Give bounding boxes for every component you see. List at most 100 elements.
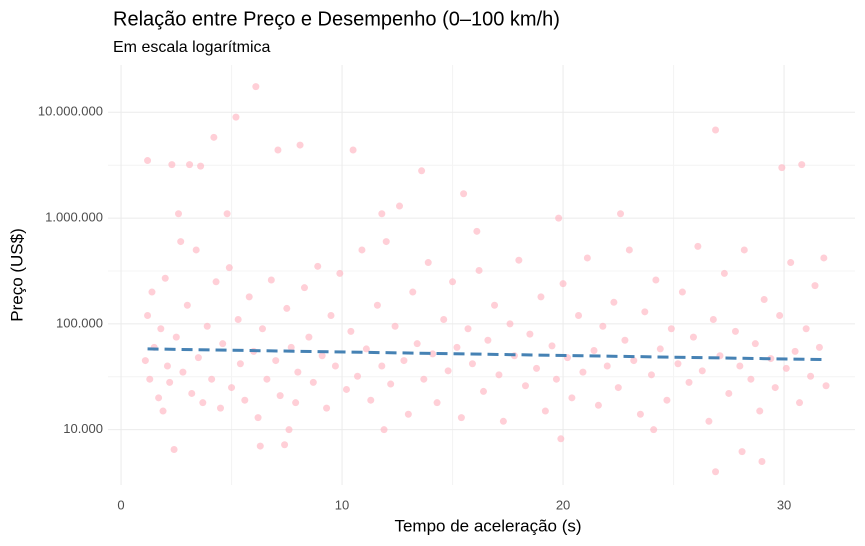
- point: [614, 384, 622, 392]
- point: [314, 262, 322, 270]
- point: [274, 146, 282, 154]
- point: [210, 133, 218, 141]
- y-tick-label: 10.000.000: [38, 104, 103, 119]
- point: [521, 382, 529, 390]
- point: [409, 288, 417, 296]
- point: [331, 362, 339, 370]
- y-tick-label: 1.000.000: [45, 210, 103, 225]
- point: [674, 360, 682, 368]
- point: [689, 333, 697, 341]
- point: [208, 375, 216, 383]
- point: [342, 385, 350, 393]
- point: [245, 293, 253, 301]
- point: [192, 246, 200, 254]
- point: [186, 161, 194, 169]
- point: [382, 238, 390, 246]
- point: [776, 312, 784, 320]
- point: [349, 146, 357, 154]
- point: [166, 378, 174, 386]
- y-tick-label: 10.000: [63, 421, 103, 436]
- point: [387, 380, 395, 388]
- point: [621, 336, 629, 344]
- point: [449, 278, 457, 286]
- point: [533, 364, 541, 372]
- point: [241, 396, 249, 404]
- point: [354, 372, 362, 380]
- point: [685, 378, 693, 386]
- point: [559, 280, 567, 288]
- x-axis-title: Tempo de aceleração (s): [394, 516, 581, 535]
- point: [281, 441, 289, 449]
- point: [327, 312, 335, 320]
- point: [172, 333, 180, 341]
- point: [216, 404, 224, 412]
- point: [404, 410, 412, 418]
- point: [424, 259, 432, 267]
- point: [263, 375, 271, 383]
- point: [747, 375, 755, 383]
- point: [252, 83, 260, 91]
- point: [161, 274, 169, 282]
- point: [491, 301, 499, 309]
- point: [568, 394, 576, 402]
- point: [203, 322, 211, 330]
- point: [506, 320, 514, 328]
- point: [347, 327, 355, 335]
- point: [228, 384, 236, 392]
- point: [194, 354, 202, 362]
- point: [484, 336, 492, 344]
- point: [820, 254, 828, 262]
- point: [464, 325, 472, 333]
- point: [740, 246, 748, 254]
- point: [254, 414, 262, 422]
- point: [323, 404, 331, 412]
- point: [751, 340, 759, 348]
- point: [188, 389, 196, 397]
- point: [223, 210, 231, 218]
- point: [440, 316, 448, 324]
- chart-title: Relação entre Preço e Desempenho (0–100 …: [113, 8, 560, 30]
- y-axis-title: Preço (US$): [7, 228, 26, 322]
- point: [367, 396, 375, 404]
- point: [287, 343, 295, 351]
- point: [413, 340, 421, 348]
- point: [610, 298, 618, 306]
- point: [197, 162, 205, 170]
- point: [663, 396, 671, 404]
- point: [309, 378, 317, 386]
- x-tick-label: 30: [777, 497, 791, 512]
- point: [296, 141, 304, 149]
- point: [378, 362, 386, 370]
- point: [760, 296, 768, 304]
- point: [219, 340, 227, 348]
- point: [429, 350, 437, 358]
- point: [526, 330, 534, 338]
- point: [499, 417, 507, 425]
- point: [771, 384, 779, 392]
- point: [767, 355, 775, 363]
- point: [473, 227, 481, 235]
- point: [725, 389, 733, 397]
- point: [457, 414, 465, 422]
- chart-subtitle: Em escala logarítmica: [113, 39, 270, 56]
- point: [650, 426, 658, 434]
- point: [694, 242, 702, 250]
- point: [468, 360, 476, 368]
- point: [495, 371, 503, 379]
- point: [625, 246, 633, 254]
- point: [163, 362, 171, 370]
- point: [305, 333, 313, 341]
- point: [183, 301, 191, 309]
- point: [603, 362, 611, 370]
- point: [358, 246, 366, 254]
- point: [418, 167, 426, 175]
- point: [300, 284, 308, 292]
- point: [647, 371, 655, 379]
- point: [283, 304, 291, 312]
- point: [822, 382, 830, 390]
- point: [796, 399, 804, 407]
- point: [272, 357, 280, 365]
- point: [146, 375, 154, 383]
- point: [698, 367, 706, 375]
